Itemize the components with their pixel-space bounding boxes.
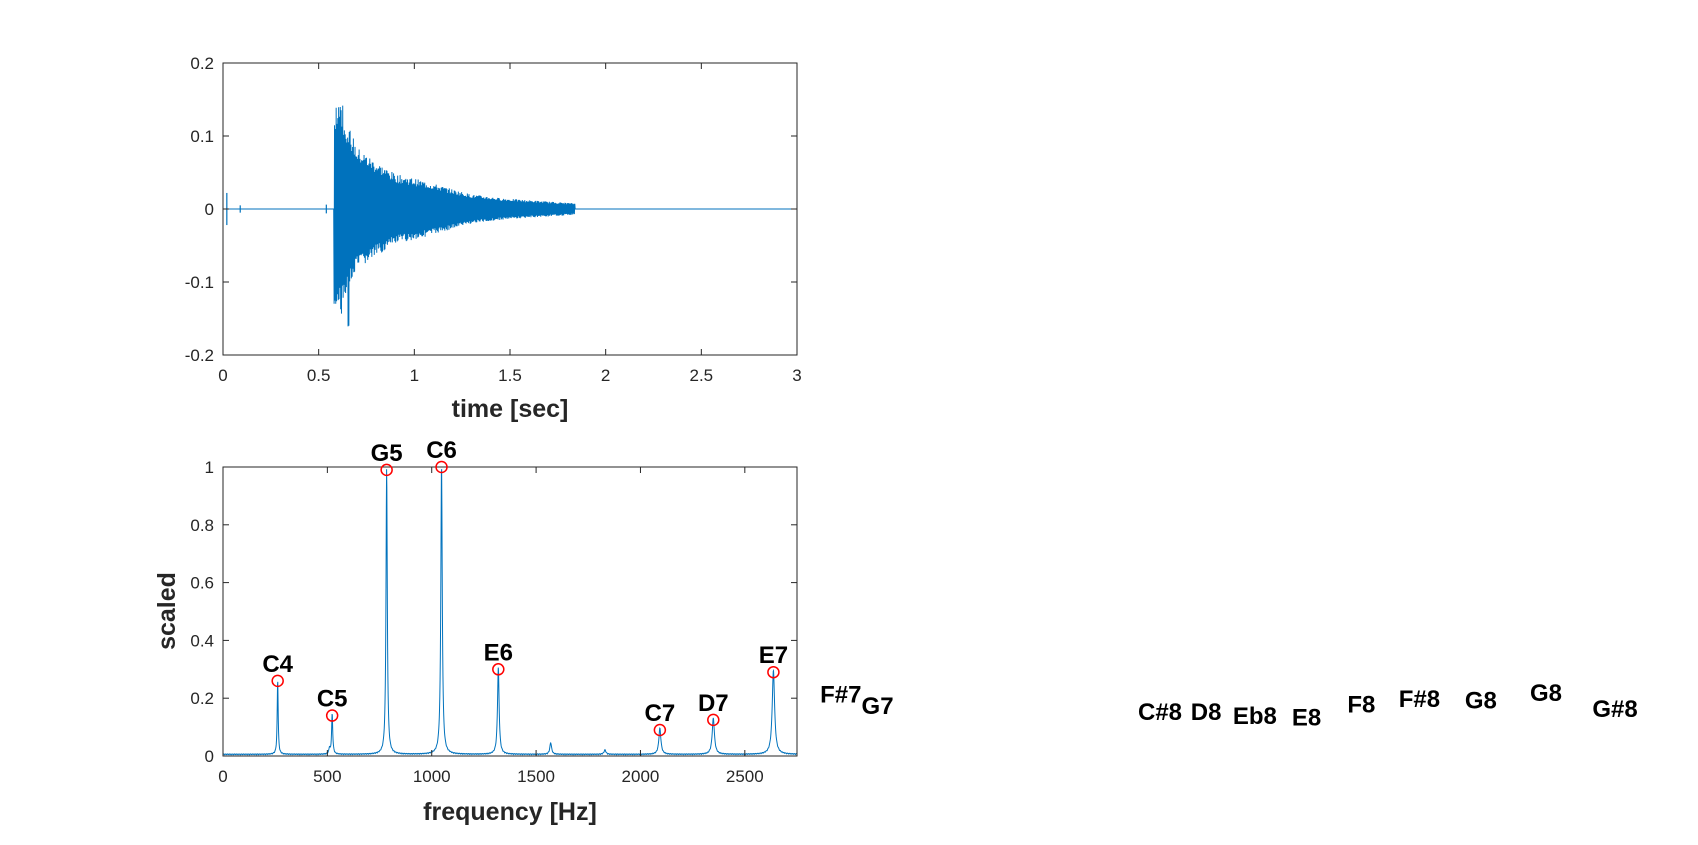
offscale-note-label: G#8 [1592,696,1637,723]
waveform-series-line [223,105,797,327]
waveform-x-tick-label: 2.5 [690,366,714,385]
peak-note-label: D7 [698,690,729,717]
waveform-y-tick-label: -0.1 [185,273,214,292]
waveform-y-tick-label: 0.2 [190,54,214,73]
waveform-y-tick-label: -0.2 [185,346,214,365]
peak-marker-g5 [380,463,393,477]
spectrum-series-line [223,469,797,756]
spectrum-y-tick-label: 1 [205,458,214,477]
spectrum-y-axis-label: scaled [153,572,181,650]
spectrum-y-tick-label: 0.4 [190,631,214,650]
offscale-note-label: G7 [862,693,894,720]
peak-marker-c6 [435,460,448,474]
peak-marker-e7 [767,665,780,679]
offscale-note-label: F8 [1347,692,1375,719]
peak-note-label: C6 [426,437,457,464]
waveform-x-tick-label: 0.5 [307,366,331,385]
peak-marker-c5 [325,709,339,722]
spectrum-x-tick-label: 1500 [517,767,555,786]
spectrum-plot-area [223,469,797,756]
waveform-axes: 0 0.5 1 1.5 2 2.5 3 -0.2 -0.1 0 0.1 0.2 time [sec] [185,54,802,423]
peak-note-label: G5 [371,440,403,467]
peak-note-label: C5 [317,686,348,713]
offscale-note-label: G8 [1465,687,1497,714]
spectrum-x-tick-label: 2500 [726,767,764,786]
waveform-y-tick-label: 0.1 [190,127,214,146]
peak-marker-c4 [271,674,284,688]
spectrum-x-tick-label: 1000 [413,767,451,786]
offscale-note-label: F#8 [1399,686,1440,713]
spectrum-note-labels: C4 C5 G5 C6 E6 C7 D7 E7 F#7 G7 C#8 D8 Eb8 E8 F8 F#8 G8 G8… [262,437,1637,732]
spectrum-y-tick-label: 0.8 [190,516,214,535]
peak-marker-d7 [707,713,720,727]
waveform-x-axis-label: time [sec] [452,395,569,423]
peak-marker-e6 [492,663,505,676]
waveform-x-tick-label: 2 [601,366,610,385]
peak-note-label: C4 [262,651,293,678]
waveform-y-tick-label: 0 [205,200,214,219]
offscale-note-label: C#8 [1138,699,1182,726]
waveform-x-tick-label: 0 [218,366,227,385]
spectrum-x-axis-label: frequency [Hz] [423,798,597,826]
waveform-x-tick-label: 1 [410,366,419,385]
offscale-note-label: E8 [1292,705,1321,732]
spectrum-axes-box [222,466,798,757]
spectrum-ticks: 0 500 1000 1500 2000 2500 0 0.2 0.4 0.6 0.8 1 [190,458,797,786]
offscale-note-label: F#7 [820,682,861,709]
spectrum-peak-markers [271,460,780,737]
offscale-note-label: D8 [1191,699,1222,726]
offscale-note-label: Eb8 [1233,703,1277,730]
peak-note-label: C7 [645,700,676,727]
spectrum-x-tick-label: 0 [218,767,227,786]
spectrum-x-tick-label: 2000 [622,767,660,786]
spectrum-y-tick-label: 0 [205,747,214,766]
waveform-ticks: 0 0.5 1 1.5 2 2.5 3 -0.2 -0.1 0 0.1 0.2 [185,54,802,385]
peak-note-label: E6 [484,639,513,666]
waveform-x-tick-label: 3 [792,366,801,385]
waveform-x-tick-label: 1.5 [498,366,522,385]
spectrum-y-tick-label: 0.6 [190,574,214,593]
peak-note-label: E7 [759,642,788,669]
peak-marker-c7 [653,723,667,737]
waveform-plot-area [223,105,797,327]
offscale-note-label: G8 [1530,680,1562,707]
spectrum-y-tick-label: 0.2 [190,689,214,708]
spectrum-x-tick-label: 500 [313,767,341,786]
spectrum-axes: 0 500 1000 1500 2000 2500 0 0.2 0.4 0.6 0.8 1 C4 C5 G… [153,437,1638,826]
